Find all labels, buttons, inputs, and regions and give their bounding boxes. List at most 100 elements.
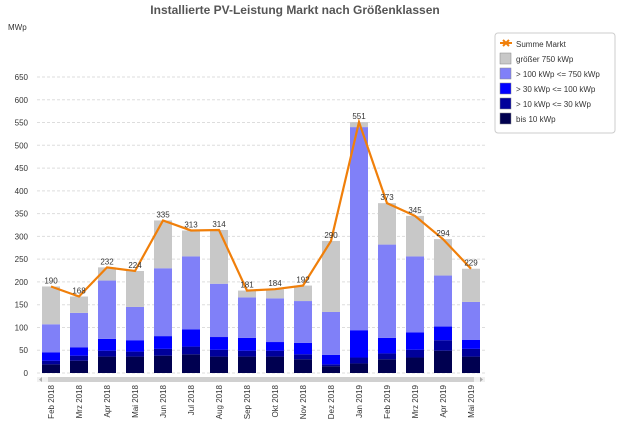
legend-item[interactable]: größer 750 kWp	[499, 52, 574, 65]
bar-segment	[70, 296, 88, 313]
legend-item[interactable]: > 30 kWp <= 100 kWp	[499, 82, 596, 95]
bar-segment	[98, 356, 116, 373]
data-label: 345	[408, 206, 422, 215]
bar-segment	[378, 337, 396, 354]
bar-segment	[294, 359, 312, 373]
y-tick-label: 250	[15, 255, 29, 264]
bar-segment	[378, 353, 396, 360]
legend-swatch	[499, 97, 512, 110]
bar-segment	[266, 298, 284, 343]
line-series-summe-markt	[50, 118, 472, 298]
bar-segment	[462, 268, 480, 302]
legend-swatch	[499, 52, 512, 65]
bar-segment	[434, 326, 452, 341]
data-label: 224	[128, 261, 142, 270]
scrollbar-thumb[interactable]	[48, 377, 474, 382]
y-tick-label: 200	[15, 278, 29, 287]
data-label: 168	[72, 286, 86, 295]
x-tick-label: Mrz 2018	[75, 384, 84, 418]
bar-segment	[378, 359, 396, 373]
bar-segment	[434, 239, 452, 276]
bar-segment	[406, 256, 424, 333]
legend-label: bis 10 kWp	[516, 115, 556, 124]
legend-item[interactable]: Summe Markt	[500, 39, 567, 49]
y-tick-label: 50	[19, 346, 28, 355]
scrollbar[interactable]	[37, 377, 485, 382]
bar-segment	[462, 301, 480, 340]
bar-segment	[406, 357, 424, 373]
scroll-right-icon[interactable]	[480, 377, 483, 382]
data-label: 551	[352, 112, 366, 121]
x-tick-label: Apr 2019	[439, 384, 448, 417]
y-tick-label: 0	[24, 369, 29, 378]
data-label: 290	[324, 231, 338, 240]
bar-segment	[210, 337, 228, 350]
bar-segment	[322, 364, 340, 367]
bar-segment	[126, 340, 144, 352]
scroll-left-icon[interactable]	[39, 377, 42, 382]
legend-item[interactable]: bis 10 kWp	[499, 112, 556, 125]
x-tick-label: Apr 2018	[103, 384, 112, 417]
bar-segment	[406, 349, 424, 358]
legend-item[interactable]: > 100 kWp <= 750 kWp	[499, 67, 600, 80]
bar-segment	[462, 348, 480, 357]
legend-label: > 30 kWp <= 100 kWp	[516, 85, 596, 94]
bar-segment	[154, 268, 172, 337]
bar-segment	[294, 301, 312, 343]
bar-segment	[238, 350, 256, 357]
bar-segment	[182, 346, 200, 355]
bar-segment	[154, 336, 172, 349]
bar-segment	[154, 355, 172, 373]
legend-item[interactable]: > 10 kWp <= 30 kWp	[499, 97, 591, 110]
bar-segment	[378, 244, 396, 338]
bar-segment	[238, 290, 256, 298]
x-tick-label: Sep 2018	[243, 384, 252, 419]
legend-marker-icon	[502, 39, 510, 47]
bar-segment	[70, 355, 88, 361]
bar-segment	[98, 280, 116, 339]
y-tick-label: 100	[15, 323, 29, 332]
legend: Summe Markt größer 750 kWp > 100 kWp <= 75…	[494, 32, 616, 134]
x-tick-label: Aug 2018	[215, 384, 224, 419]
y-tick-label: 500	[15, 141, 29, 150]
bar-segment	[42, 352, 60, 361]
legend-label: Summe Markt	[516, 40, 567, 49]
bar-segment	[42, 360, 60, 365]
x-tick-label: Dez 2018	[327, 384, 336, 419]
bar-segment	[350, 127, 368, 331]
bar-segment	[238, 356, 256, 373]
data-label: 313	[184, 220, 198, 229]
bar-segment	[126, 270, 144, 307]
bar-segment	[210, 283, 228, 338]
bar-segment	[126, 306, 144, 341]
bar-segment	[350, 357, 368, 364]
legend-box	[494, 32, 616, 134]
data-label: 229	[464, 259, 478, 268]
y-tick-label: 550	[15, 119, 29, 128]
legend-swatch	[499, 82, 512, 95]
legend-swatch	[499, 112, 512, 125]
x-tick-label: Mai 2018	[131, 384, 140, 417]
bar-segment	[266, 356, 284, 373]
bar-segment	[266, 342, 284, 351]
x-tick-label: Nov 2018	[299, 384, 308, 419]
bar-segment	[182, 256, 200, 330]
bar-segment	[294, 285, 312, 302]
bar-segment	[98, 338, 116, 351]
bar-segment	[406, 215, 424, 257]
bar-segment	[42, 286, 60, 325]
chart-title: Installierte PV-Leistung Markt nach Größ…	[150, 3, 439, 17]
bar-segment	[350, 330, 368, 358]
bar-segment	[210, 356, 228, 373]
data-label: 232	[100, 257, 114, 266]
bar-segment	[98, 350, 116, 357]
bar-segment	[434, 275, 452, 327]
bar-segment	[182, 354, 200, 373]
data-label: 294	[436, 229, 450, 238]
bar-segment	[294, 342, 312, 355]
bar-segment	[266, 289, 284, 299]
bar-segment	[126, 351, 144, 357]
y-tick-label: 600	[15, 96, 29, 105]
data-label: 335	[156, 210, 170, 219]
